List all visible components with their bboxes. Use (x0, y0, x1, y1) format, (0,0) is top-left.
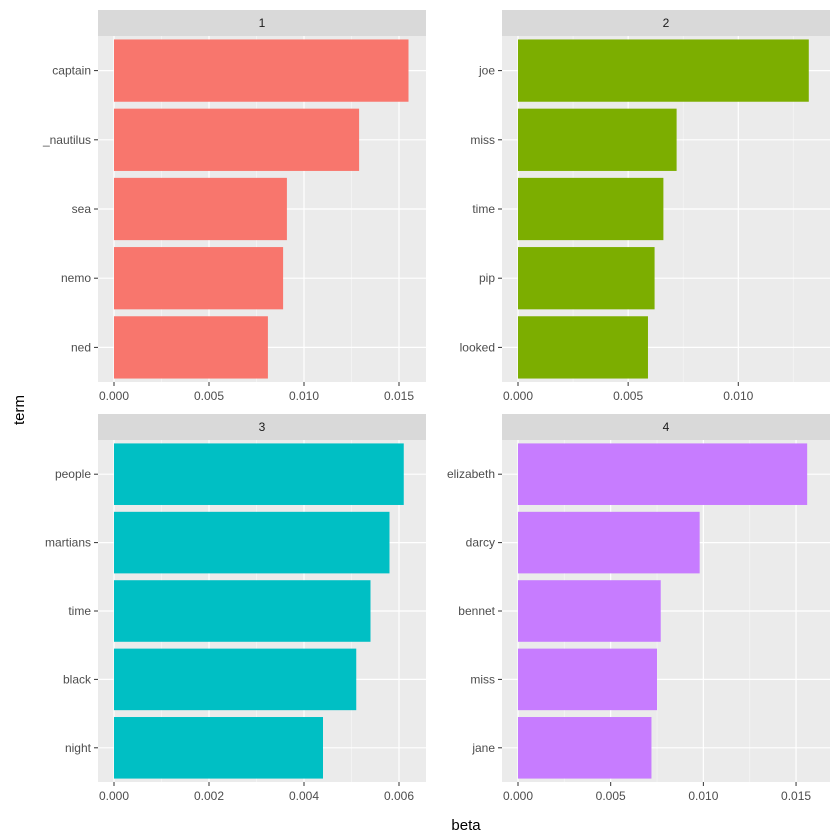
facet-strip-label: 3 (259, 420, 266, 434)
bar-jane (518, 717, 652, 779)
bar-miss (518, 648, 658, 711)
y-tick-label: time (68, 604, 91, 618)
y-tick-label: nemo (61, 271, 91, 285)
x-tick-label: 0.005 (596, 789, 626, 803)
x-tick-label: 0.000 (99, 789, 129, 803)
bar-night (114, 717, 323, 779)
x-axis-title: beta (451, 817, 481, 834)
x-tick-label: 0.005 (194, 389, 224, 403)
x-tick-label: 0.010 (723, 389, 753, 403)
facet-strip-label: 2 (663, 16, 670, 30)
x-tick-label: 0.005 (613, 389, 643, 403)
bar-ned (114, 316, 268, 379)
bar-bennet (518, 580, 661, 642)
y-tick-label: jane (471, 741, 495, 755)
y-tick-label: black (63, 672, 92, 686)
y-tick-label: martians (45, 536, 91, 550)
y-tick-label: ned (71, 340, 91, 354)
y-tick-label: miss (470, 672, 495, 686)
bar-miss (518, 108, 677, 171)
facet-strip (98, 10, 426, 36)
y-tick-label: pip (479, 271, 495, 285)
bar-captain (114, 39, 409, 102)
bar-nemo (114, 247, 284, 310)
y-tick-label: joe (478, 64, 495, 78)
y-axis-title: term (11, 395, 28, 425)
y-tick-label: sea (72, 202, 92, 216)
bar-martians (114, 511, 390, 574)
bar-black (114, 648, 357, 711)
bar-elizabeth (518, 443, 808, 505)
facet-strip-label: 4 (663, 420, 670, 434)
facet-panel-2: 2 joe miss time pip looked 0.000 0.005 0.010 (460, 10, 830, 403)
y-tick-label: captain (52, 64, 91, 78)
x-tick-label: 0.015 (781, 789, 811, 803)
bar-time (114, 580, 371, 642)
x-tick-label: 0.000 (503, 789, 533, 803)
x-tick-label: 0.002 (194, 789, 224, 803)
bar-time (518, 177, 664, 241)
facet-panel-3: 3 people martians time black night 0.000 0.002 0… (45, 414, 426, 803)
bar-sea (114, 177, 287, 241)
bar-darcy (518, 511, 700, 574)
y-tick-label: miss (470, 133, 495, 147)
facet-strip-label: 1 (259, 16, 266, 30)
facet-strip (502, 414, 830, 440)
facet-strip (98, 414, 426, 440)
bar-joe (518, 39, 809, 102)
y-tick-label: bennet (458, 604, 495, 618)
facet-strip (502, 10, 830, 36)
x-tick-label: 0.004 (289, 789, 319, 803)
bar-pip (518, 247, 655, 310)
x-tick-label: 0.000 (503, 389, 533, 403)
x-tick-label: 0.010 (688, 789, 718, 803)
y-tick-label: _nautilus (42, 133, 91, 147)
x-tick-label: 0.010 (289, 389, 319, 403)
y-tick-label: people (55, 467, 91, 481)
y-tick-label: darcy (466, 536, 495, 550)
x-tick-label: 0.006 (384, 789, 414, 803)
bar-people (114, 443, 404, 505)
y-tick-label: elizabeth (447, 467, 495, 481)
y-tick-label: looked (460, 340, 495, 354)
x-tick-label: 0.000 (99, 389, 129, 403)
y-tick-label: time (472, 202, 495, 216)
bar-looked (518, 316, 648, 379)
y-tick-label: night (65, 741, 92, 755)
bar-_nautilus (114, 108, 360, 171)
x-tick-label: 0.015 (384, 389, 414, 403)
facet-panel-4: 4 elizabeth darcy bennet miss jane 0.000 0.005 0… (447, 414, 830, 803)
